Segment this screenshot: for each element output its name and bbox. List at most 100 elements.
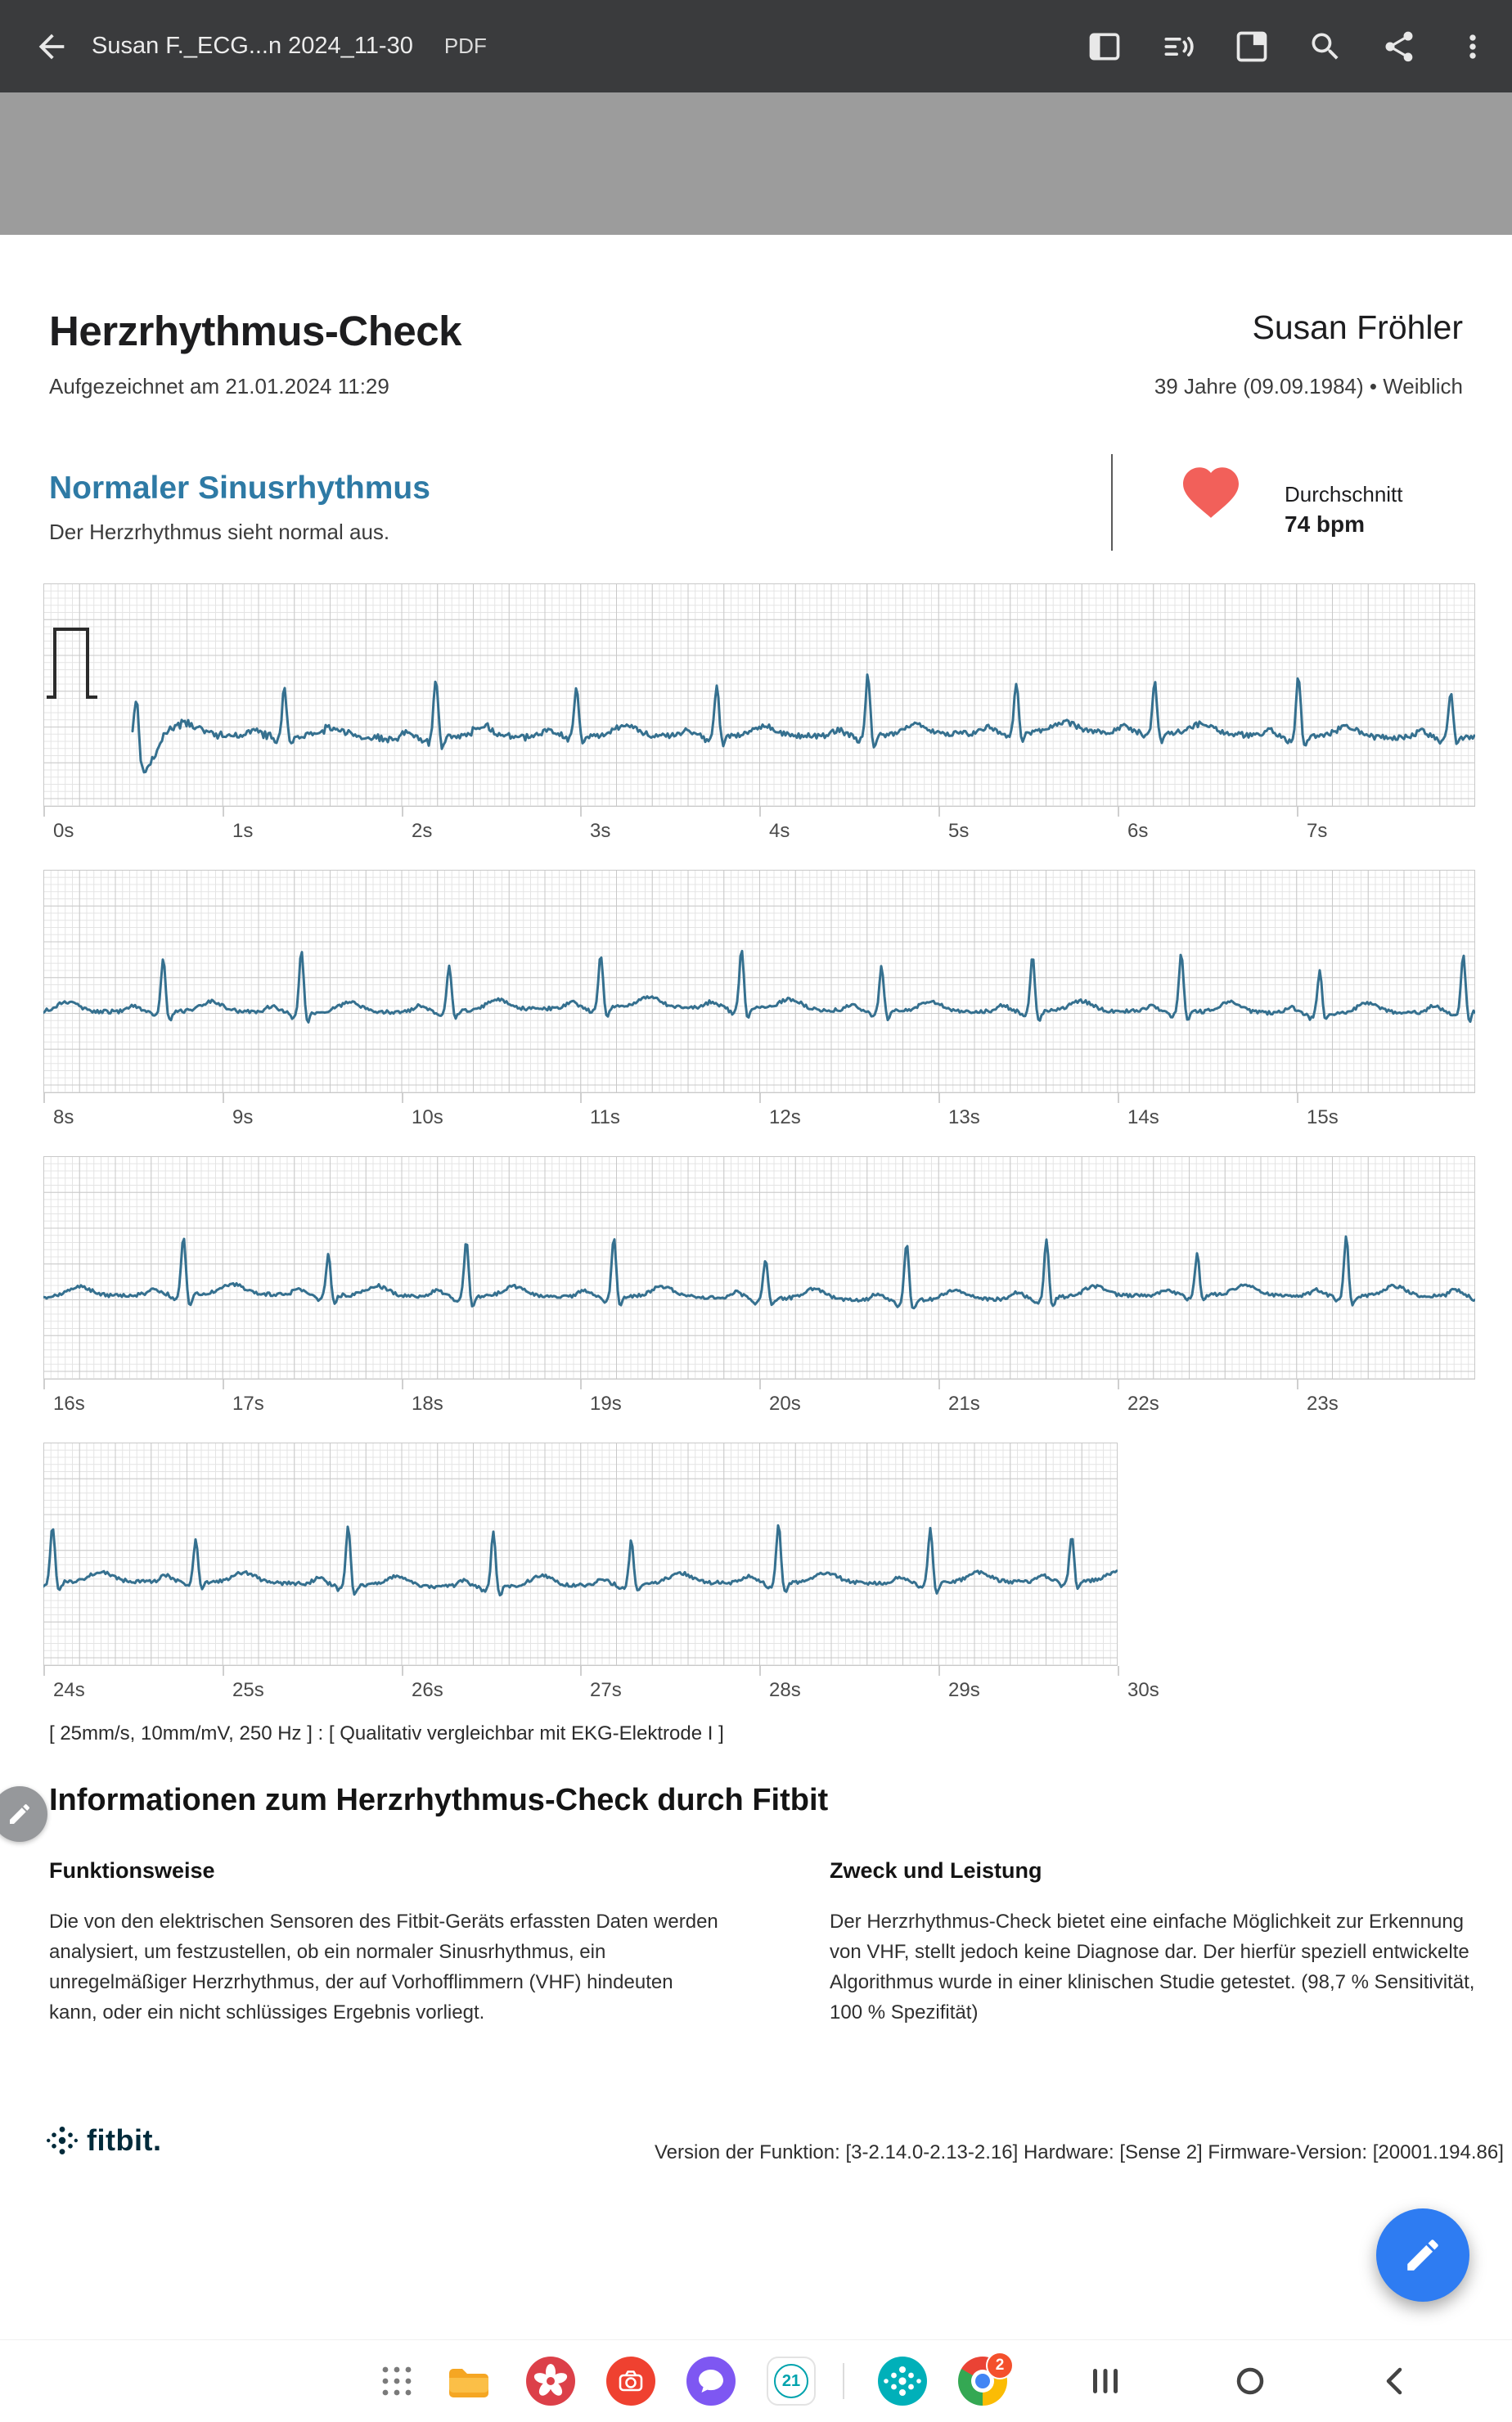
time-label: 24s [53, 1679, 85, 1701]
time-tick [1118, 1380, 1119, 1389]
page-view-button[interactable] [1234, 29, 1270, 65]
time-tick [580, 1380, 582, 1389]
result-heading: Normaler Sinusrhythmus [49, 470, 430, 506]
time-label: 2s [412, 820, 433, 842]
time-label: 7s [1307, 820, 1328, 842]
chat-app-button[interactable] [686, 2357, 736, 2406]
calendar-day: 21 [774, 2364, 808, 2398]
time-label: 1s [232, 820, 254, 842]
home-circle-icon [1236, 2367, 1264, 2395]
time-label: 20s [769, 1393, 801, 1415]
time-label: 21s [948, 1393, 980, 1415]
ecg-grid [43, 870, 1475, 1093]
share-button[interactable] [1381, 29, 1417, 65]
recents-button[interactable] [1081, 2357, 1130, 2406]
time-label: 18s [412, 1393, 443, 1415]
pdf-viewer-backdrop [0, 92, 1512, 235]
gallery-app-button[interactable] [526, 2357, 575, 2406]
app-drawer-button[interactable] [372, 2357, 421, 2406]
time-axis: 16s 17s 18s 19s 20s 21s 22s 23s [43, 1380, 1512, 1443]
time-tick [43, 1380, 45, 1389]
recents-icon [1093, 2369, 1118, 2393]
time-tick [580, 807, 582, 817]
time-label: 16s [53, 1393, 85, 1415]
back-button[interactable] [33, 28, 70, 65]
time-label: 8s [53, 1106, 74, 1128]
format-label: PDF [443, 34, 487, 58]
time-tick [1297, 1093, 1298, 1103]
folder-icon [449, 2369, 488, 2397]
page-view-icon [1236, 31, 1267, 61]
heart-icon [1183, 467, 1239, 518]
listen-icon [1164, 36, 1194, 56]
share-icon [1385, 31, 1413, 61]
calendar-app-button[interactable]: 21 [767, 2357, 816, 2406]
time-label: 27s [590, 1679, 622, 1701]
fitbit-app-button[interactable] [878, 2357, 927, 2406]
info-column-zweck: Zweck und Leistung Der Herzrhythmus-Chec… [830, 1858, 1484, 2028]
time-label: 30s [1127, 1679, 1159, 1701]
fitbit-app-icon [878, 2357, 927, 2406]
annotate-handle-button[interactable] [0, 1786, 47, 1842]
time-label: 10s [412, 1106, 443, 1128]
flower-icon [526, 2357, 575, 2406]
toolbar-actions [1087, 0, 1491, 92]
column-text: Der Herzrhythmus-Check bietet eine einfa… [830, 1911, 1475, 2024]
time-tick [1118, 807, 1119, 817]
ecg-strip-2: 8s 9s 10s 11s 12s 13s 14s 15s [43, 870, 1512, 1156]
fitbit-logo-icon [47, 2127, 78, 2154]
time-tick [223, 1666, 224, 1676]
more-vertical-icon [1469, 34, 1476, 59]
listen-button[interactable] [1160, 29, 1196, 65]
document-filename: Susan F._ECG...n 2024_11-30 [92, 33, 413, 59]
time-tick [223, 807, 224, 817]
time-tick [580, 1093, 582, 1103]
home-button[interactable] [1226, 2357, 1275, 2406]
time-label: 9s [232, 1106, 254, 1128]
ecg-grid [43, 1443, 1118, 1666]
more-button[interactable] [1455, 29, 1491, 65]
chrome-app-button[interactable]: 2 [958, 2352, 1014, 2406]
camera-app-button[interactable] [606, 2357, 655, 2406]
time-tick [402, 1380, 403, 1389]
ecg-strip-4: 24s 25s 26s 27s 28s 29s 30s [43, 1443, 1512, 1729]
search-button[interactable] [1307, 29, 1343, 65]
column-title: Funktionsweise [49, 1858, 215, 1883]
time-tick [1118, 1666, 1119, 1676]
pencil-icon [10, 1803, 30, 1824]
files-app-button[interactable] [444, 2357, 493, 2406]
fitbit-brand: fitbit. [46, 2123, 161, 2158]
back-nav-button[interactable] [1370, 2357, 1420, 2406]
side-panel-icon [1089, 33, 1120, 60]
edit-fab-button[interactable] [1376, 2208, 1469, 2302]
search-icon [1312, 33, 1339, 60]
apps-grid-icon [382, 2366, 412, 2396]
ecg-scale-caption: [ 25mm/s, 10mm/mV, 250 Hz ] : [ Qualitat… [49, 1722, 724, 1744]
time-tick [938, 807, 940, 817]
calendar-icon: 21 [767, 2357, 816, 2406]
time-label: 4s [769, 820, 790, 842]
time-tick [43, 807, 45, 817]
column-title: Zweck und Leistung [830, 1858, 1042, 1883]
ecg-strip-1: 0s 1s 2s 3s 4s 5s 6s 7s [43, 583, 1512, 870]
taskbar-separator [843, 2363, 844, 2399]
chat-bubble-icon [686, 2357, 736, 2406]
time-tick [759, 1380, 761, 1389]
time-label: 23s [1307, 1393, 1339, 1415]
ecg-trace [43, 1235, 1475, 1310]
camera-icon [606, 2357, 655, 2406]
time-tick [402, 807, 403, 817]
pdf-page: Herzrhythmus-Check Aufgezeichnet am 21.0… [0, 235, 1512, 2339]
side-panel-button[interactable] [1087, 29, 1123, 65]
time-tick [759, 807, 761, 817]
time-label: 28s [769, 1679, 801, 1701]
average-bpm-value: 74 bpm [1285, 511, 1366, 537]
notification-badge: 2 [986, 2352, 1014, 2379]
time-tick [223, 1093, 224, 1103]
ecg-grid [43, 583, 1475, 807]
time-label: 19s [590, 1393, 622, 1415]
time-tick [1297, 807, 1298, 817]
time-tick [43, 1093, 45, 1103]
pdf-toolbar: Susan F._ECG...n 2024_11-30 PDF [0, 0, 1512, 92]
